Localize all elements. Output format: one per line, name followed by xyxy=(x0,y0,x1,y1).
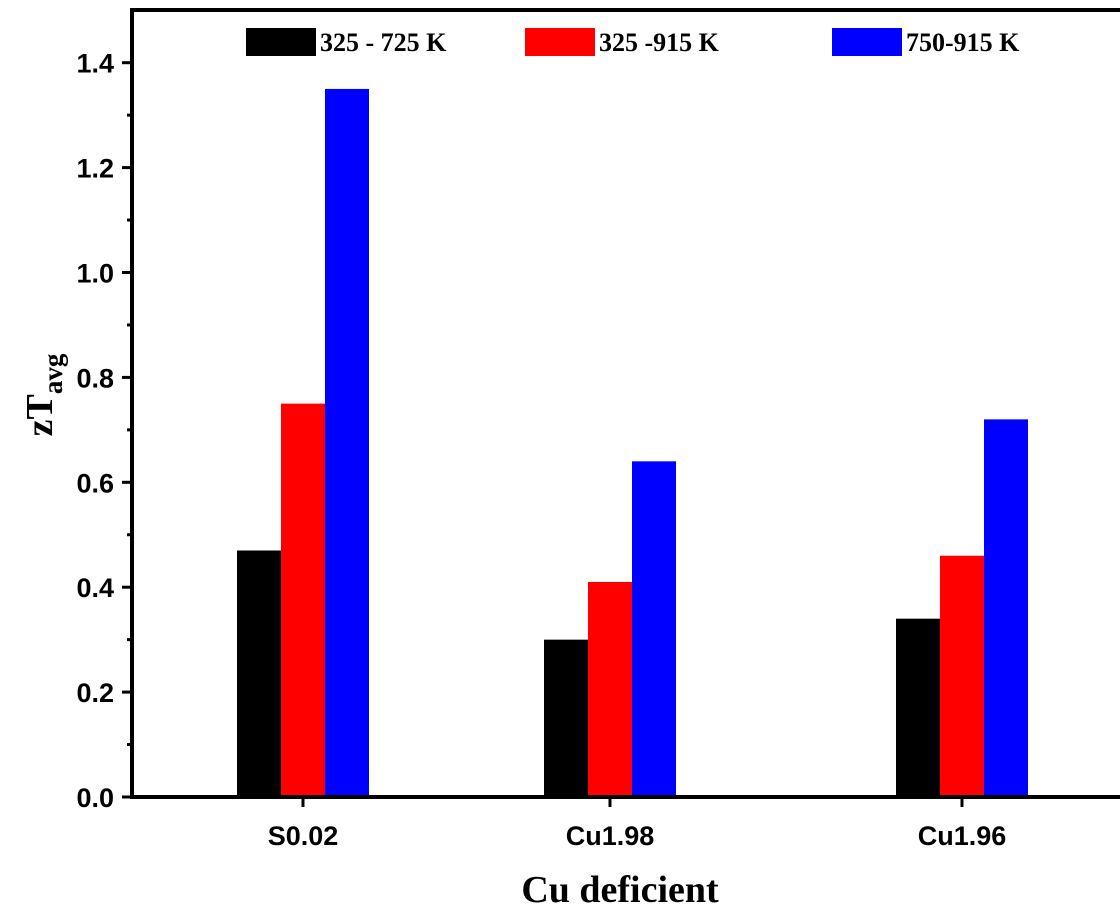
bar-cu1-96-series-3 xyxy=(984,419,1028,797)
bar-cu1-98-series-2 xyxy=(588,581,632,797)
bar-s0-02-series-3 xyxy=(325,88,369,798)
y-tick-label: 0.6 xyxy=(76,468,114,498)
legend: 325 - 725 K 325 -915 K 750-915 K xyxy=(246,28,1020,57)
y-tick-label: 0.4 xyxy=(76,573,114,603)
y-axis-title-sub: avg xyxy=(38,353,68,394)
y-tick-label: 1.2 xyxy=(76,154,114,184)
legend-swatch-3 xyxy=(832,28,902,56)
legend-swatch-1 xyxy=(246,28,316,56)
y-tick-label: 0.2 xyxy=(76,678,114,708)
bar-s0-02-series-1 xyxy=(237,550,281,797)
x-tick-label: Cu1.96 xyxy=(918,821,1007,851)
bar-cu1-96-series-1 xyxy=(896,618,940,797)
y-axis-title-main: zT xyxy=(19,394,61,436)
y-tick-label: 0.8 xyxy=(76,363,114,393)
bar-cu1-98-series-1 xyxy=(544,639,588,797)
legend-label-3: 750-915 K xyxy=(906,28,1020,57)
x-axis-ticks: S0.02 Cu1.98 Cu1.96 xyxy=(268,797,1007,851)
y-axis-ticks: 0.0 0.2 0.4 0.6 0.8 1.0 1.2 1.4 xyxy=(76,49,132,813)
x-axis-title: Cu deficient xyxy=(521,869,719,911)
legend-label-1: 325 - 725 K xyxy=(320,28,447,57)
bar-cu1-96-series-2 xyxy=(940,555,984,797)
x-tick-label: Cu1.98 xyxy=(566,821,655,851)
y-tick-label: 0.0 xyxy=(76,783,114,813)
bar-cu1-98-series-3 xyxy=(632,461,676,797)
y-axis-title: zTavg xyxy=(19,353,68,436)
bars-group xyxy=(237,88,1028,798)
y-tick-label: 1.0 xyxy=(76,259,114,289)
legend-swatch-2 xyxy=(525,28,595,56)
x-tick-label: S0.02 xyxy=(268,821,339,851)
legend-label-2: 325 -915 K xyxy=(599,28,720,57)
bar-s0-02-series-2 xyxy=(281,403,325,797)
y-tick-label: 1.4 xyxy=(76,49,114,79)
